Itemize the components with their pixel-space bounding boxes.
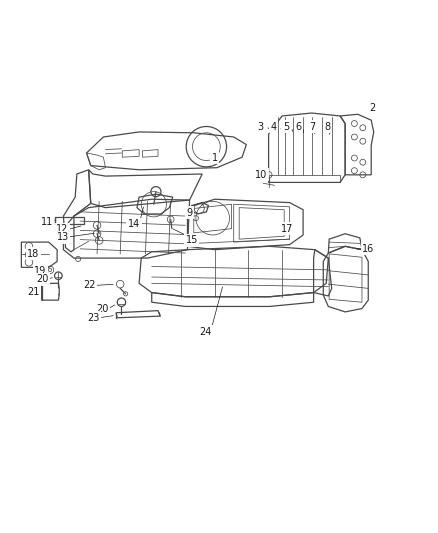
Text: 18: 18 [27, 249, 39, 259]
Text: 22: 22 [83, 280, 96, 290]
Text: 17: 17 [281, 224, 293, 233]
Text: 10: 10 [255, 170, 267, 180]
Text: 20: 20 [36, 274, 49, 284]
Text: 24: 24 [199, 327, 212, 337]
Text: 23: 23 [88, 313, 100, 323]
Text: 16: 16 [362, 244, 374, 254]
Text: 5: 5 [283, 122, 289, 132]
Text: 3: 3 [257, 122, 263, 132]
Text: 19: 19 [34, 266, 46, 276]
Text: 21: 21 [27, 287, 39, 297]
Text: 8: 8 [325, 122, 331, 132]
Text: 15: 15 [185, 236, 198, 245]
Text: 2: 2 [369, 102, 376, 112]
Text: 14: 14 [128, 220, 140, 229]
Text: 1: 1 [212, 153, 218, 163]
Text: 4: 4 [271, 122, 277, 132]
Text: 13: 13 [57, 232, 69, 242]
Text: 11: 11 [40, 217, 53, 228]
Text: 20: 20 [96, 304, 108, 314]
Text: 6: 6 [295, 122, 301, 132]
Text: 7: 7 [309, 122, 315, 132]
Text: 12: 12 [57, 224, 69, 235]
Text: 9: 9 [187, 208, 193, 217]
